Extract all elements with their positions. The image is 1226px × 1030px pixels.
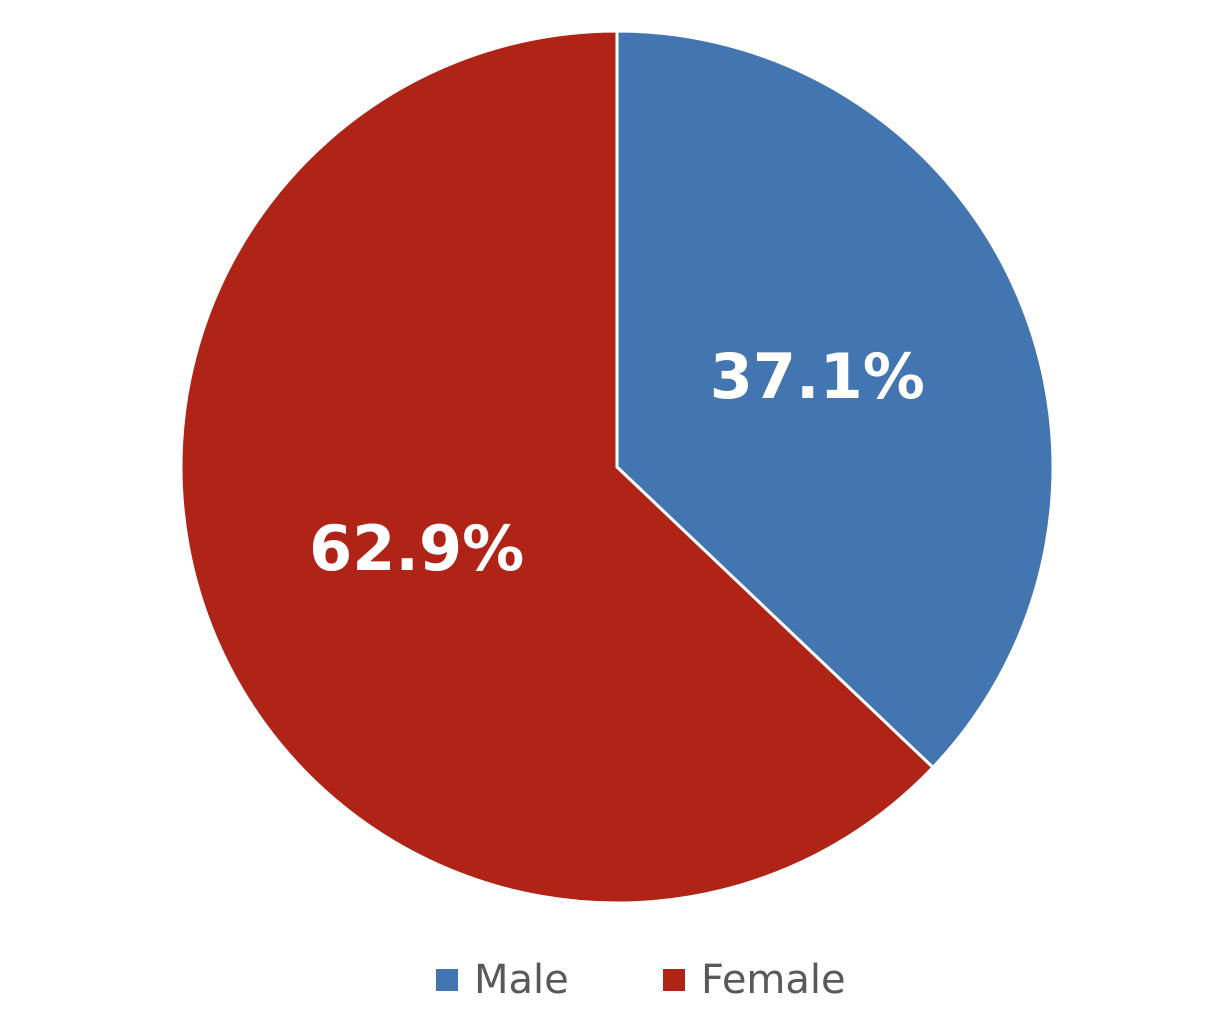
- legend-label: Male: [474, 957, 569, 1003]
- legend-swatch: [663, 969, 685, 991]
- pie-slice: [615, 29, 1055, 770]
- data-label: 37.1%: [710, 340, 925, 413]
- legend-label: Female: [701, 957, 846, 1003]
- pie-slice: [179, 29, 936, 905]
- data-label: 62.9%: [309, 512, 524, 585]
- legend-swatch: [436, 969, 458, 991]
